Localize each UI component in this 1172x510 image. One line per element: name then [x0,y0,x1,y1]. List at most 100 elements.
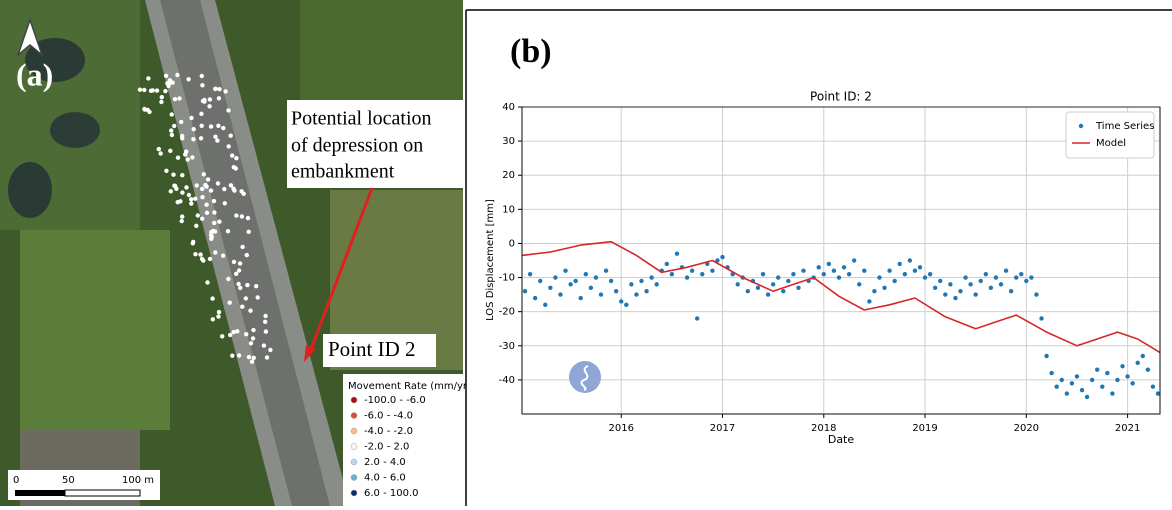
y-tick-label: 20 [502,170,515,181]
data-point [832,269,836,273]
data-point [847,272,851,276]
map-point [155,88,159,92]
data-point [523,289,527,293]
data-point [913,269,917,273]
legend-swatch [351,397,357,403]
data-point [665,262,669,266]
data-point [862,269,866,273]
map-point [240,214,244,218]
map-point [201,99,205,103]
data-point [872,289,876,293]
legend-swatch [351,444,357,450]
map-point [213,87,217,91]
map-point [146,76,150,80]
annotation: of depression on [291,135,423,157]
map-point [240,305,244,309]
map-point [232,330,236,334]
data-point [989,286,993,290]
map-point [244,296,248,300]
map-point [268,348,272,352]
data-point [994,275,998,279]
scale-bar [65,490,140,496]
map-point [223,89,227,93]
data-point [953,296,957,300]
map-point [171,173,175,177]
map-point [232,260,236,264]
map-point [208,97,212,101]
map-point [226,229,230,233]
x-tick-label: 2021 [1115,423,1140,434]
map-point [170,133,174,137]
map-point [193,252,197,256]
data-point [1004,269,1008,273]
map-point [242,192,246,196]
map-point [196,213,200,217]
map-point [142,88,146,92]
data-point [938,279,942,283]
map-point [252,356,256,360]
data-point [700,272,704,276]
data-point [1049,371,1053,375]
legend-label: -100.0 - -6.0 [364,395,426,406]
map-point [217,220,221,224]
map-point [227,144,231,148]
y-tick-label: -40 [499,375,515,386]
map-point [168,149,172,153]
data-point [842,265,846,269]
map-point [191,240,195,244]
data-point [639,279,643,283]
data-point [710,269,714,273]
data-point [720,255,724,259]
data-point [634,292,638,296]
map-point [221,126,225,130]
data-point [1085,395,1089,399]
map-point [230,153,234,157]
data-point [1125,374,1129,378]
map-point [215,138,219,142]
map-point [249,341,253,345]
y-tick-label: 40 [502,102,515,113]
map-point [160,95,164,99]
x-tick-label: 2020 [1014,423,1039,434]
data-point [614,289,618,293]
map-point [159,151,163,155]
data-point [898,262,902,266]
map-point [232,165,236,169]
data-point [629,282,633,286]
map-point [217,310,221,314]
map-point [143,107,147,111]
map-point [172,124,176,128]
map-point [229,134,233,138]
data-point [675,251,679,255]
data-point [690,269,694,273]
map-point [213,229,217,233]
data-point [943,292,947,296]
data-point [999,282,1003,286]
data-point [568,282,572,286]
map-point [213,135,217,139]
data-point [584,272,588,276]
map-legend-title: Movement Rate (mm/yr) [348,381,471,392]
map-point [238,261,242,265]
data-point [1024,279,1028,283]
data-point [766,292,770,296]
scale-bar [15,490,65,496]
data-point [746,289,750,293]
data-point [776,275,780,279]
map-point [262,343,266,347]
data-point [685,275,689,279]
map-point [263,314,267,318]
map-point [180,219,184,223]
map-point [193,197,197,201]
data-point [619,299,623,303]
map-point [248,309,252,313]
map-point [173,97,177,101]
map-point [204,203,208,207]
map-point [200,195,204,199]
data-point [1100,385,1104,389]
data-point [1009,289,1013,293]
map-point [169,128,173,132]
map-point [186,77,190,81]
legend-swatch [351,428,357,434]
x-tick-label: 2017 [710,423,735,434]
